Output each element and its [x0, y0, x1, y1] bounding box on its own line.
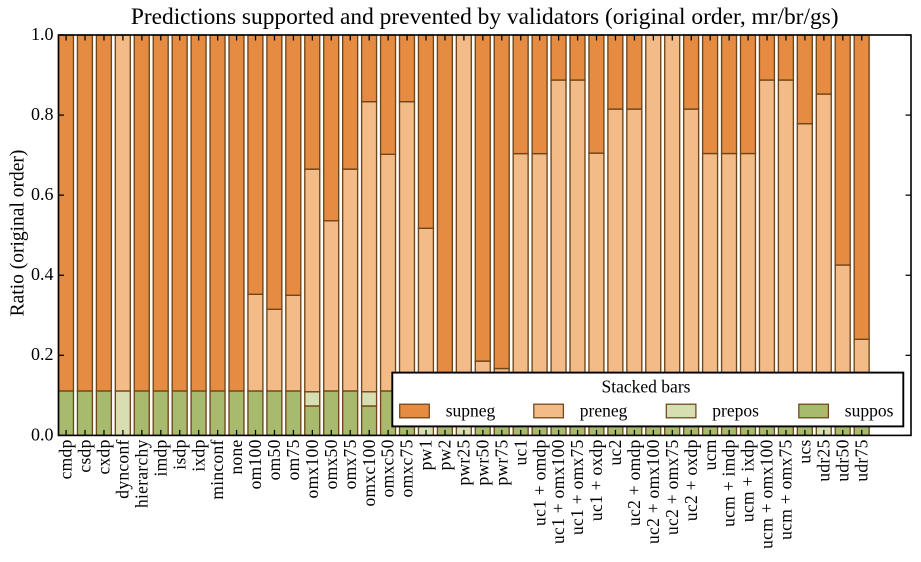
svg-text:0.6: 0.6 [31, 184, 54, 204]
svg-text:uc2 + oxdp: uc2 + oxdp [681, 439, 701, 521]
svg-text:udr25: udr25 [813, 439, 833, 481]
svg-text:omx75: omx75 [340, 439, 360, 489]
svg-text:minconf: minconf [207, 439, 227, 499]
svg-text:uc1 + oxdp: uc1 + oxdp [586, 439, 606, 521]
svg-text:dynconf: dynconf [113, 439, 133, 498]
svg-text:ucm + imdp: ucm + imdp [719, 439, 739, 527]
svg-text:ucs: ucs [795, 439, 815, 463]
svg-text:ucm + ixdp: ucm + ixdp [738, 439, 758, 522]
svg-text:uc2 + omx75: uc2 + omx75 [662, 439, 682, 535]
svg-text:ucm + omx100: ucm + omx100 [757, 439, 777, 548]
svg-text:suppos: suppos [845, 400, 894, 420]
svg-text:pwr50: pwr50 [472, 439, 492, 485]
svg-text:pw1: pw1 [416, 439, 436, 470]
svg-text:uc2 + omx100: uc2 + omx100 [643, 439, 663, 544]
svg-text:Predictions supported and prev: Predictions supported and prevented by v… [131, 4, 839, 30]
svg-text:isdp: isdp [169, 439, 189, 469]
svg-text:uc2 + omdp: uc2 + omdp [624, 439, 644, 526]
svg-text:Stacked bars: Stacked bars [602, 376, 691, 396]
svg-text:omx50: omx50 [321, 439, 341, 489]
svg-text:udr75: udr75 [851, 439, 871, 481]
svg-text:0.2: 0.2 [31, 344, 54, 364]
svg-text:omxc50: omxc50 [378, 439, 398, 497]
svg-text:uc2: uc2 [605, 439, 625, 465]
svg-text:0.8: 0.8 [31, 104, 54, 124]
svg-text:om50: om50 [264, 439, 284, 480]
svg-text:omx100: omx100 [302, 439, 322, 498]
svg-text:pwr75: pwr75 [491, 439, 511, 485]
svg-text:Ratio (original order): Ratio (original order) [8, 150, 29, 317]
svg-text:ixdp: ixdp [188, 439, 208, 471]
svg-text:preneg: preneg [580, 400, 628, 420]
svg-text:uc1 + omx100: uc1 + omx100 [548, 439, 568, 544]
svg-text:prepos: prepos [712, 400, 759, 420]
svg-text:uc1: uc1 [510, 439, 530, 465]
svg-text:1.0: 1.0 [31, 24, 54, 44]
svg-text:uc1 + omx75: uc1 + omx75 [567, 439, 587, 535]
svg-text:pwr25: pwr25 [454, 439, 474, 485]
svg-text:ucm: ucm [700, 439, 720, 470]
svg-text:imdp: imdp [150, 439, 170, 476]
svg-text:om100: om100 [245, 439, 265, 489]
svg-text:omxc75: omxc75 [397, 439, 417, 497]
svg-text:ucm + omx75: ucm + omx75 [776, 439, 796, 539]
svg-text:cmdp: cmdp [56, 439, 76, 479]
svg-text:supneg: supneg [446, 400, 496, 420]
svg-text:cxdp: cxdp [94, 439, 114, 474]
svg-text:0.0: 0.0 [31, 424, 54, 444]
svg-text:omxc100: omxc100 [359, 439, 379, 506]
svg-text:0.4: 0.4 [31, 264, 54, 284]
svg-text:none: none [226, 439, 246, 474]
svg-text:om75: om75 [283, 439, 303, 480]
svg-text:pw2: pw2 [435, 439, 455, 470]
svg-text:udr50: udr50 [832, 439, 852, 481]
svg-text:csdp: csdp [75, 439, 95, 472]
svg-text:hierarchy: hierarchy [131, 439, 151, 508]
svg-text:uc1 + omdp: uc1 + omdp [529, 439, 549, 526]
